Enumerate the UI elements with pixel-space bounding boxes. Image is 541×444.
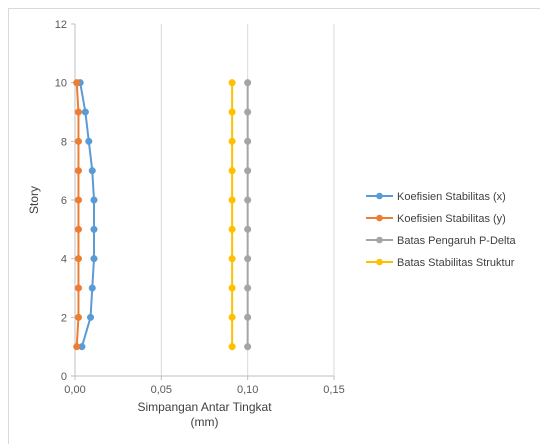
legend-item: Koefisien Stabilitas (y) — [366, 213, 506, 225]
y-tick-label: 8 — [61, 136, 67, 148]
legend-swatch-marker — [376, 214, 383, 222]
data-point — [228, 137, 236, 145]
chart-frame — [8, 8, 540, 444]
data-point — [228, 313, 236, 321]
legend-swatch-marker — [376, 236, 383, 244]
legend-label: Batas Pengaruh P-Delta — [397, 235, 517, 247]
data-point — [244, 79, 252, 87]
legend-label: Batas Stabilitas Struktur — [397, 257, 515, 269]
data-point — [244, 284, 252, 292]
data-point — [244, 225, 252, 233]
legend-item: Batas Pengaruh P-Delta — [366, 235, 517, 247]
data-point — [228, 196, 236, 204]
data-point — [244, 313, 252, 321]
legend-item: Batas Stabilitas Struktur — [366, 257, 515, 269]
data-point — [228, 255, 236, 263]
legend-label: Koefisien Stabilitas (x) — [397, 191, 506, 203]
y-tick-label: 4 — [61, 254, 67, 266]
series-line — [75, 82, 80, 347]
y-axis-title: Story — [27, 186, 41, 214]
data-point — [74, 225, 83, 233]
data-point — [88, 167, 96, 175]
series-3 — [244, 79, 252, 351]
y-tick-label: 6 — [61, 195, 67, 207]
y-tick-label: 10 — [55, 78, 67, 90]
data-point — [74, 108, 83, 116]
x-tick-label: 0,10 — [237, 384, 258, 396]
data-point — [90, 225, 98, 233]
data-point — [74, 196, 83, 204]
x-axis-title: Simpangan Antar Tingkat — [137, 400, 272, 414]
legend-swatch-marker — [376, 258, 383, 266]
series-layer — [73, 79, 252, 351]
data-point — [90, 196, 98, 204]
data-point — [228, 343, 236, 351]
data-point — [244, 167, 252, 175]
legend-swatch-marker — [376, 192, 383, 200]
data-point — [74, 167, 83, 175]
y-tick-label: 2 — [61, 312, 67, 324]
legend: Koefisien Stabilitas (x) Koefisien Stabil… — [366, 191, 517, 269]
data-point — [244, 137, 252, 145]
data-point — [74, 137, 83, 145]
x-axis-unit: (mm) — [191, 415, 219, 429]
data-point — [244, 196, 252, 204]
series-2 — [73, 79, 83, 351]
data-point — [73, 343, 81, 351]
data-point — [88, 284, 96, 292]
x-tick-label: 0,00 — [64, 384, 85, 396]
data-point — [74, 313, 83, 321]
x-tick-label: 0,15 — [323, 384, 344, 396]
data-point — [81, 108, 89, 116]
data-point — [228, 284, 236, 292]
series-4 — [228, 79, 236, 351]
data-point — [74, 284, 83, 292]
data-point — [228, 225, 236, 233]
legend-item: Koefisien Stabilitas (x) — [366, 191, 506, 203]
y-tick-label: 12 — [55, 19, 67, 31]
data-point — [74, 255, 83, 263]
data-point — [85, 137, 93, 145]
legend-label: Koefisien Stabilitas (y) — [397, 213, 506, 225]
data-point — [244, 108, 252, 116]
series-1 — [76, 79, 98, 351]
axes: 0 2 4 6 8 10 12 0,00 0,05 0,10 0,15 — [55, 19, 345, 396]
data-point — [73, 79, 81, 87]
data-point — [86, 313, 95, 321]
data-point — [228, 167, 236, 175]
data-point — [90, 255, 98, 263]
x-tick-label: 0,05 — [151, 384, 172, 396]
data-point — [228, 79, 236, 87]
data-point — [228, 108, 236, 116]
y-tick-label: 0 — [61, 371, 67, 383]
data-point — [244, 343, 252, 351]
series-line — [79, 82, 95, 347]
data-point — [244, 255, 252, 263]
